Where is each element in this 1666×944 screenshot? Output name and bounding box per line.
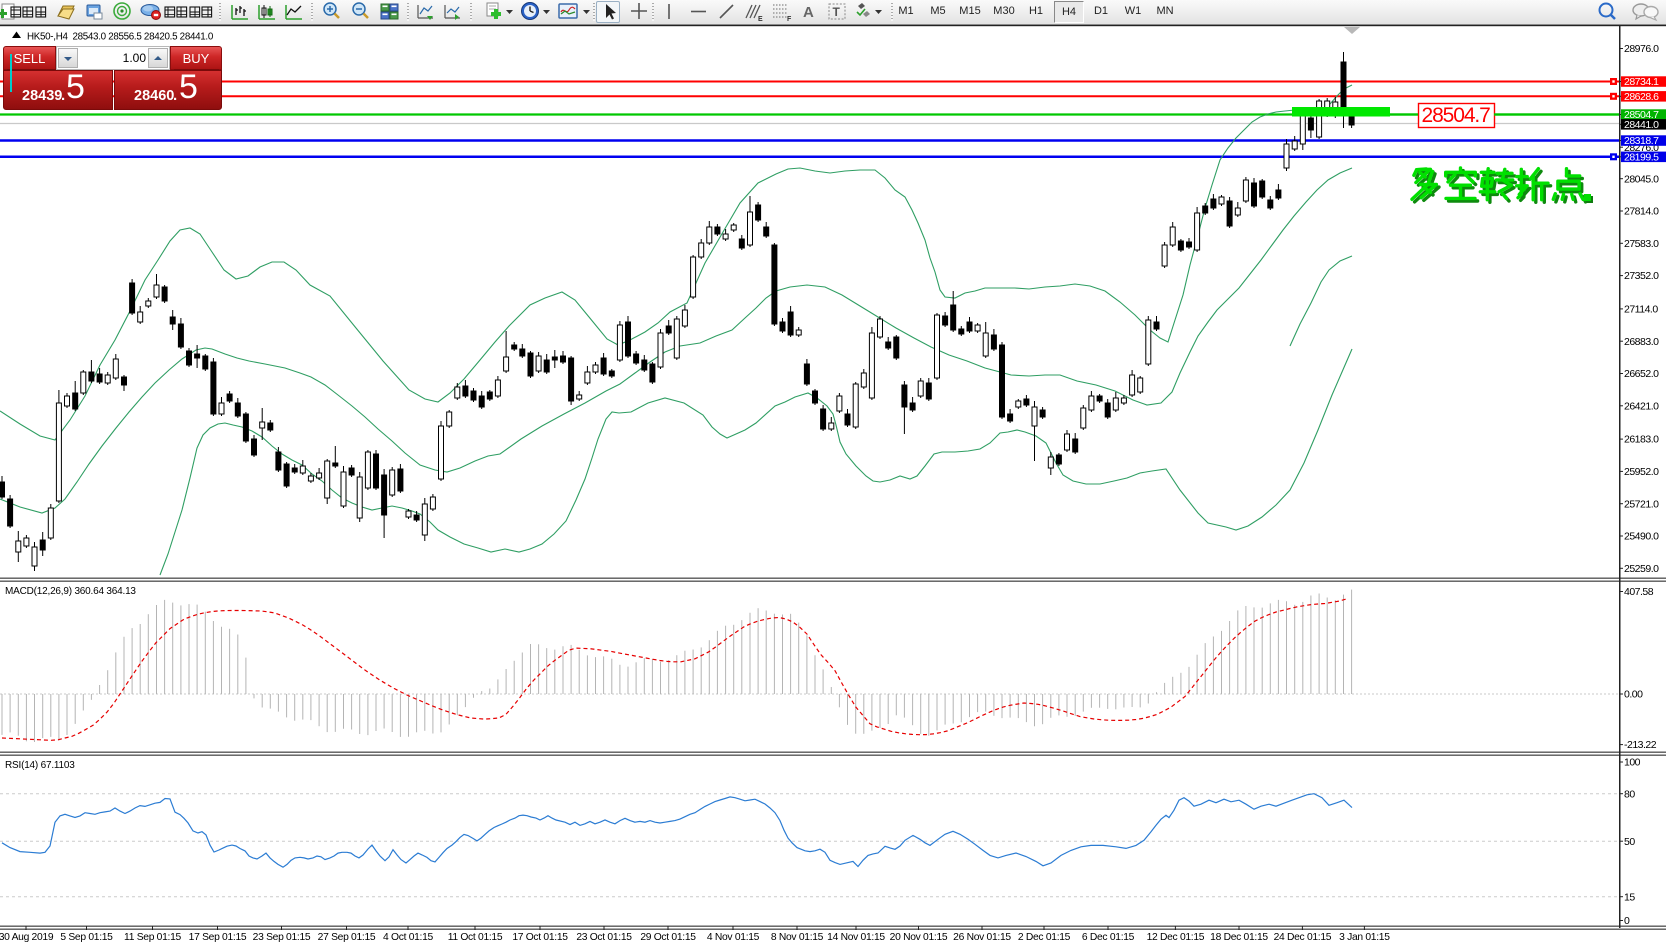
svg-text:50: 50: [1624, 836, 1635, 848]
svg-text:A: A: [803, 4, 814, 21]
svg-text:28628.6: 28628.6: [1624, 91, 1659, 103]
svg-text:407.58: 407.58: [1624, 586, 1654, 598]
svg-text:29 Oct 01:15: 29 Oct 01:15: [640, 932, 696, 943]
svg-text:25490.0: 25490.0: [1624, 531, 1659, 543]
svg-text:27814.0: 27814.0: [1624, 206, 1659, 218]
svg-text:3 Jan 01:15: 3 Jan 01:15: [1339, 932, 1390, 943]
svg-text:27583.0: 27583.0: [1624, 238, 1659, 250]
svg-text:MACD(12,26,9) 360.64 364.13: MACD(12,26,9) 360.64 364.13: [5, 586, 136, 597]
svg-text:25952.0: 25952.0: [1624, 466, 1659, 478]
svg-text:26883.0: 26883.0: [1624, 336, 1659, 348]
svg-text:18 Dec 01:15: 18 Dec 01:15: [1210, 932, 1268, 943]
svg-text:11 Sep 01:15: 11 Sep 01:15: [124, 932, 181, 943]
svg-text:26183.0: 26183.0: [1624, 434, 1659, 446]
svg-text:11 Oct 01:15: 11 Oct 01:15: [448, 932, 503, 943]
svg-text:14 Nov 01:15: 14 Nov 01:15: [827, 932, 885, 943]
svg-text:27114.0: 27114.0: [1624, 304, 1658, 316]
svg-text:26421.0: 26421.0: [1624, 400, 1659, 412]
svg-text:0: 0: [1624, 915, 1630, 927]
svg-text:25721.0: 25721.0: [1624, 498, 1659, 510]
svg-text:E: E: [758, 16, 763, 23]
svg-text:HK50-,H4 28543.0 28556.5 2842: HK50-,H4 28543.0 28556.5 28420.5 28441.0: [27, 31, 214, 42]
svg-text:28504.7: 28504.7: [1624, 109, 1659, 121]
svg-text:80: 80: [1624, 788, 1635, 800]
svg-text:26652.0: 26652.0: [1624, 368, 1659, 380]
svg-text:12 Dec 01:15: 12 Dec 01:15: [1147, 932, 1205, 943]
svg-text:6 Dec 01:15: 6 Dec 01:15: [1082, 932, 1135, 943]
svg-text:26 Nov 01:15: 26 Nov 01:15: [953, 932, 1011, 943]
svg-text:4 Oct 01:15: 4 Oct 01:15: [383, 932, 434, 943]
svg-text:28504.7: 28504.7: [1422, 104, 1491, 127]
svg-text:27 Sep 01:15: 27 Sep 01:15: [318, 932, 376, 943]
svg-text:F: F: [787, 16, 792, 23]
svg-text:27352.0: 27352.0: [1624, 270, 1659, 282]
svg-text:15: 15: [1624, 891, 1635, 903]
svg-text:4 Nov 01:15: 4 Nov 01:15: [707, 932, 760, 943]
svg-text:24 Dec 01:15: 24 Dec 01:15: [1274, 932, 1332, 943]
svg-text:25259.0: 25259.0: [1624, 563, 1659, 575]
svg-text:0.00: 0.00: [1624, 689, 1643, 701]
svg-text:T: T: [833, 5, 841, 19]
svg-text:28734.1: 28734.1: [1624, 76, 1659, 88]
svg-text:RSI(14) 67.1103: RSI(14) 67.1103: [5, 760, 75, 771]
svg-text:28045.0: 28045.0: [1624, 173, 1659, 185]
svg-text:-213.22: -213.22: [1624, 739, 1657, 751]
svg-text:28318.7: 28318.7: [1624, 135, 1659, 147]
svg-text:100: 100: [1624, 757, 1641, 769]
svg-text:28976.0: 28976.0: [1624, 43, 1659, 55]
svg-text:8 Nov 01:15: 8 Nov 01:15: [771, 932, 824, 943]
svg-text:23 Sep 01:15: 23 Sep 01:15: [253, 932, 311, 943]
svg-text:17 Oct 01:15: 17 Oct 01:15: [512, 932, 568, 943]
svg-text:2 Dec 01:15: 2 Dec 01:15: [1018, 932, 1071, 943]
svg-text:17 Sep 01:15: 17 Sep 01:15: [189, 932, 247, 943]
svg-text:30 Aug 2019: 30 Aug 2019: [0, 932, 54, 943]
svg-text:28441.0: 28441.0: [1624, 119, 1659, 131]
svg-text:28199.5: 28199.5: [1624, 151, 1659, 163]
svg-text:20 Nov 01:15: 20 Nov 01:15: [890, 932, 948, 943]
svg-text:5 Sep 01:15: 5 Sep 01:15: [60, 932, 113, 943]
svg-text:23 Oct 01:15: 23 Oct 01:15: [576, 932, 632, 943]
